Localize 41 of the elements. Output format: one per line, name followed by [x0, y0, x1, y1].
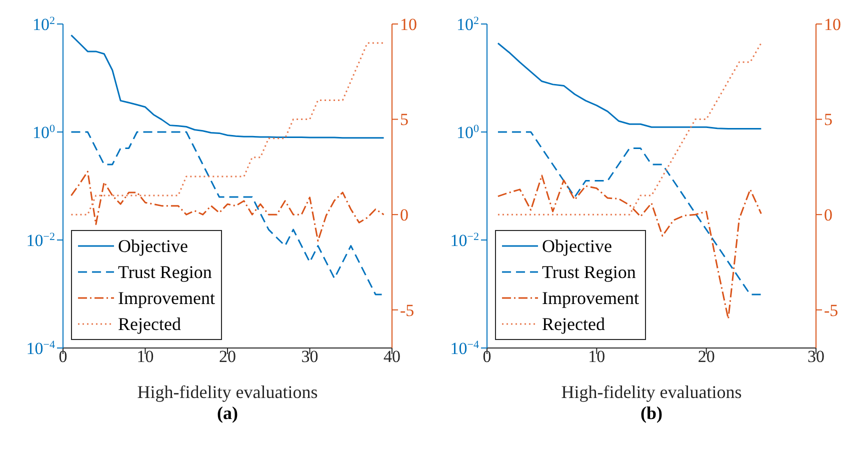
y-tick-label: 10$^{0}$	[456, 122, 480, 142]
legend-label: Trust Region	[542, 262, 636, 282]
legend-label: Objective	[118, 236, 188, 256]
line-series	[70, 34, 385, 139]
x-tick-label: 20	[698, 346, 715, 366]
legend-label: Improvement	[118, 288, 215, 308]
x-tick-label: 0	[482, 346, 492, 366]
y-tick-label: 10$^{−2}$	[26, 230, 55, 250]
line-series	[497, 42, 762, 216]
y-tick-label: 10$^{−2}$	[450, 230, 479, 250]
legend-label: Trust Region	[118, 262, 212, 282]
y2-tick-label: 5	[824, 110, 832, 130]
y2-tick-label: 10	[824, 14, 841, 34]
y-tick-label: 10$^{0}$	[32, 122, 56, 142]
text: (b)	[640, 403, 664, 424]
line-series	[70, 42, 385, 216]
x-tick-label: 30	[301, 346, 318, 366]
y-tick-label: 10$^{2}$	[456, 14, 479, 34]
x-tick-label: 10	[136, 346, 154, 366]
line-series	[497, 42, 762, 130]
x-tick-label: 20	[219, 346, 236, 366]
y2-tick-label: -5	[400, 300, 414, 320]
legend-label: Improvement	[542, 288, 639, 308]
x-tick-label: 0	[58, 346, 68, 366]
x-tick-label: 30	[808, 346, 824, 366]
y2-tick-label: 0	[824, 206, 832, 225]
x-axis-title: High-fidelity evaluations	[137, 382, 318, 402]
x-tick-label: 10	[588, 346, 606, 366]
legend-label: Objective	[542, 236, 612, 256]
y2-tick-label: -5	[824, 300, 838, 320]
y-tick-label: 10$^{−4}$	[450, 338, 480, 358]
text: (a)	[216, 403, 239, 424]
y-tick-label: 10$^{−4}$	[26, 338, 56, 358]
y2-tick-label: 0	[400, 206, 408, 225]
x-axis-title: High-fidelity evaluations	[561, 382, 742, 402]
y2-tick-label: 5	[400, 110, 408, 130]
legend-label: Rejected	[542, 314, 605, 334]
x-tick-label: 40	[384, 346, 400, 366]
y2-tick-label: 10	[400, 14, 417, 34]
y-tick-label: 10$^{2}$	[32, 14, 55, 34]
legend-label: Rejected	[118, 314, 181, 334]
